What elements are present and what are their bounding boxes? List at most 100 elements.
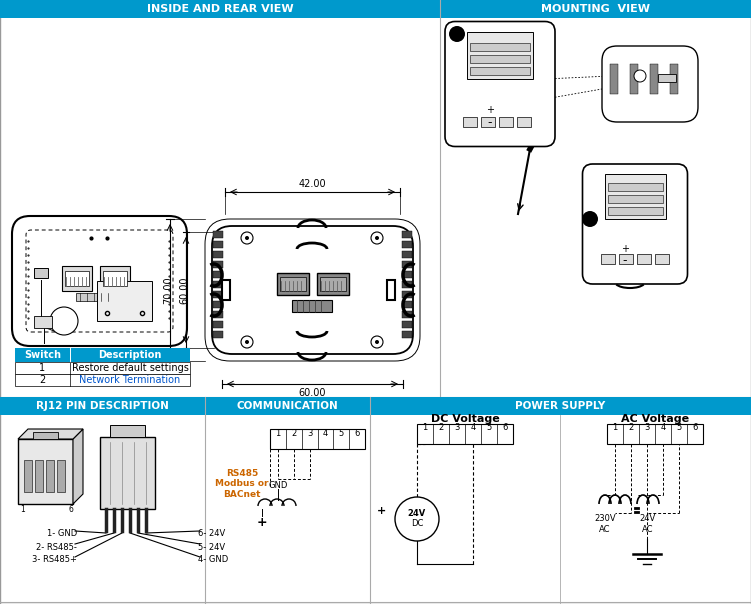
Text: 4: 4 [660,423,665,432]
Bar [213,281,223,288]
Text: 1: 1 [40,363,46,373]
Text: 1: 1 [20,506,25,515]
Bar [608,195,662,203]
Bar [35,460,43,492]
Bar [387,280,395,300]
Text: GND: GND [268,481,288,490]
Bar [0,397,205,415]
Bar [18,439,73,504]
Bar [76,293,116,301]
Text: 3: 3 [644,423,650,432]
Polygon shape [33,432,58,439]
Circle shape [449,26,465,42]
Bar [317,273,349,295]
Text: 6: 6 [68,506,73,515]
Text: 4: 4 [323,428,328,437]
Circle shape [371,232,383,244]
Bar [213,261,223,268]
Bar [402,231,412,238]
Bar [619,254,632,264]
Text: 24V: 24V [408,510,426,518]
Text: 3- RS485+: 3- RS485+ [32,556,77,565]
Bar [402,321,412,328]
Text: 2: 2 [629,423,634,432]
Bar [213,311,223,318]
Text: RS485
Modbus or
BACnet: RS485 Modbus or BACnet [216,469,269,499]
FancyBboxPatch shape [583,164,687,284]
Text: 70.00: 70.00 [163,276,173,304]
Bar [213,321,223,328]
Bar [470,67,530,75]
Bar [440,0,751,18]
Text: 6: 6 [502,423,508,432]
Bar [402,261,412,268]
Bar [34,268,48,278]
Text: Restore default settings: Restore default settings [71,363,189,373]
Text: 5: 5 [487,423,492,432]
Text: 3: 3 [307,428,312,437]
Text: 1: 1 [612,423,617,432]
Bar [402,301,412,308]
Bar [402,241,412,248]
Text: 5: 5 [339,428,344,437]
Circle shape [50,307,78,335]
Bar [402,281,412,288]
Text: +: + [486,105,494,115]
Bar [213,331,223,338]
Text: 2: 2 [587,214,593,224]
Bar [213,251,223,258]
Text: 6- 24V: 6- 24V [198,530,225,539]
Bar [630,64,638,94]
Text: 24V
AC: 24V AC [640,514,656,534]
Text: Description: Description [98,350,161,360]
Text: 4: 4 [470,423,475,432]
FancyBboxPatch shape [205,219,420,361]
Bar [467,32,533,79]
Text: AC Voltage: AC Voltage [621,414,689,424]
Text: INSIDE AND REAR VIEW: INSIDE AND REAR VIEW [146,4,294,14]
Bar [320,277,346,291]
Bar [213,301,223,308]
Text: 3: 3 [454,423,460,432]
Bar [608,183,662,191]
Text: 2: 2 [439,423,444,432]
Circle shape [375,340,379,344]
Bar [402,251,412,258]
Bar [658,74,676,82]
Bar [463,117,477,126]
Bar [607,424,703,444]
Bar [62,266,92,291]
Text: DC Voltage: DC Voltage [430,414,499,424]
Bar [15,374,190,386]
Text: -: - [487,116,492,129]
Text: 5- 24V: 5- 24V [198,542,225,551]
Bar [481,117,495,126]
Circle shape [395,497,439,541]
Bar [15,362,190,374]
Bar [24,460,32,492]
Circle shape [245,340,249,344]
Circle shape [245,236,249,240]
Bar [213,271,223,278]
Text: 5: 5 [677,423,682,432]
Text: -: - [623,254,627,268]
Bar [280,277,306,291]
Bar [213,231,223,238]
Bar [402,311,412,318]
Bar [205,397,370,415]
Bar [0,0,440,18]
Text: 42.00: 42.00 [299,179,327,189]
Text: 60.00: 60.00 [179,276,189,304]
Bar [100,266,130,291]
Text: 1: 1 [422,423,427,432]
FancyBboxPatch shape [12,216,187,346]
Bar [370,397,751,415]
Bar [277,273,309,295]
Text: 2- RS485-: 2- RS485- [36,542,77,551]
Bar [637,254,650,264]
Circle shape [634,70,646,82]
Text: +: + [257,515,267,528]
Bar [650,64,658,94]
Bar [213,241,223,248]
Bar [470,43,530,51]
